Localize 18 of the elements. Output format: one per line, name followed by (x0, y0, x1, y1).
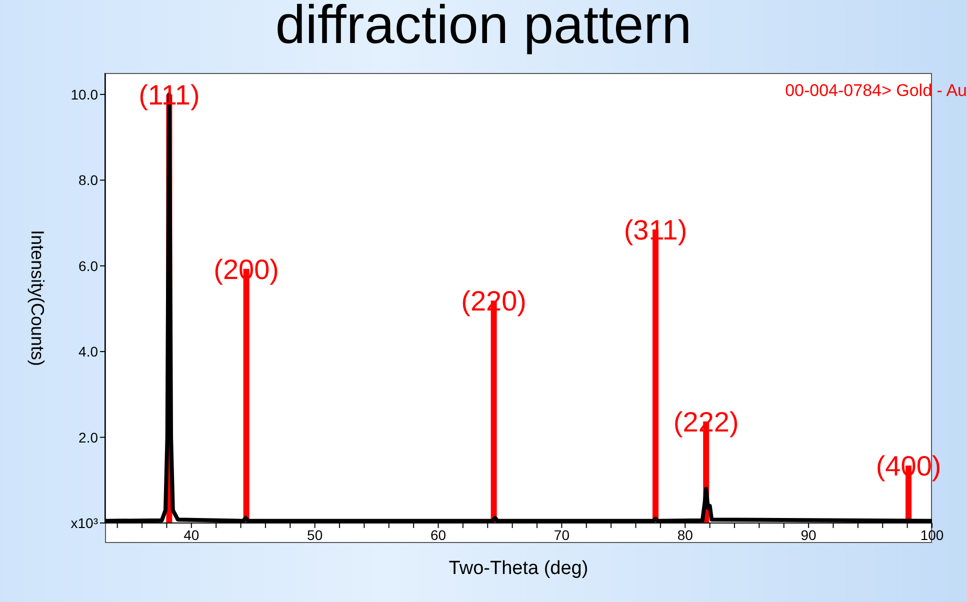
x-tick-label: 50 (307, 526, 323, 543)
y-tick-label: 6.0 (78, 258, 98, 274)
y-tick-label: x10³ (70, 514, 98, 531)
annotation: (200) (214, 254, 280, 285)
y-axis-title: Intensity(Counts) (28, 230, 48, 366)
chart-title: diffraction pattern (274, 0, 693, 56)
x-axis-title: Two-Theta (deg) (448, 558, 588, 579)
x-tick-label: 90 (800, 526, 817, 543)
x-tick-label: 80 (677, 526, 694, 543)
y-tick-label: 4.0 (78, 344, 98, 360)
x-tick-label: 40 (184, 526, 200, 543)
text: 00-004-0784> Gold - Au (785, 81, 967, 101)
x-tick-label: 60 (430, 526, 446, 543)
y-tick-label: 2.0 (78, 429, 98, 446)
y-tick-label: 8.0 (78, 172, 98, 188)
x-tick-label: 70 (554, 526, 570, 543)
y-tick-label: 10.0 (70, 86, 98, 102)
annotation: (111) (138, 79, 200, 110)
